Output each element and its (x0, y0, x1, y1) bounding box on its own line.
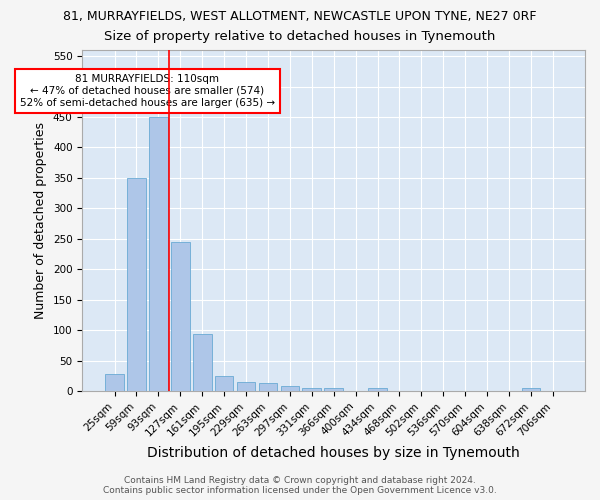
Bar (237, 382, 256, 391)
Bar (259, 383, 277, 391)
Text: 81, MURRAYFIELDS, WEST ALLOTMENT, NEWCASTLE UPON TYNE, NE27 0RF: 81, MURRAYFIELDS, WEST ALLOTMENT, NEWCAS… (63, 10, 537, 23)
Bar (105, 374, 124, 391)
Bar (281, 386, 299, 391)
Text: Contains HM Land Registry data © Crown copyright and database right 2024.
Contai: Contains HM Land Registry data © Crown c… (103, 476, 497, 495)
Y-axis label: Number of detached properties: Number of detached properties (34, 122, 47, 319)
Text: Size of property relative to detached houses in Tynemouth: Size of property relative to detached ho… (104, 30, 496, 43)
Bar (325, 388, 343, 391)
Bar (127, 178, 146, 391)
Bar (149, 117, 167, 391)
Bar (193, 334, 212, 391)
X-axis label: Distribution of detached houses by size in Tynemouth: Distribution of detached houses by size … (148, 446, 520, 460)
Text: 81 MURRAYFIELDS: 110sqm
← 47% of detached houses are smaller (574)
52% of semi-d: 81 MURRAYFIELDS: 110sqm ← 47% of detache… (20, 74, 275, 108)
Bar (215, 376, 233, 391)
Bar (368, 388, 387, 391)
Bar (302, 388, 321, 391)
Bar (171, 242, 190, 391)
Bar (521, 388, 540, 391)
